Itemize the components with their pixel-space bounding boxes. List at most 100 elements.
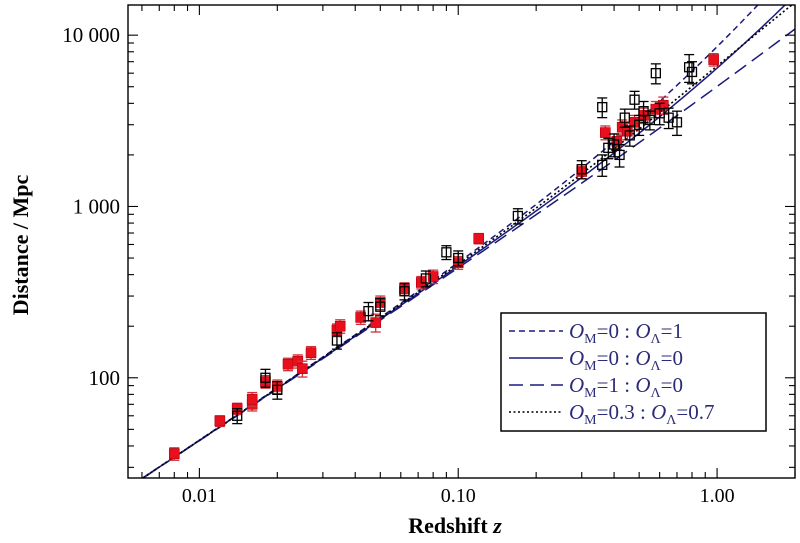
legend-label-4: OM=0.3 : OΛ=0.7	[569, 400, 714, 428]
low-z-point-15	[370, 313, 382, 333]
legend-label-2: OM=0 : OΛ=0	[569, 346, 683, 374]
legend-label-part: O	[651, 400, 666, 424]
low-z-point-19	[427, 269, 439, 285]
low-z-point-5	[246, 391, 258, 408]
legend-label-part: =0.7	[676, 400, 714, 424]
low-z-point-11	[305, 345, 317, 361]
high-z-point-6	[375, 297, 386, 317]
low-z-point-31	[708, 53, 719, 67]
marker	[370, 317, 382, 328]
low-z-point-21	[473, 232, 485, 245]
legend-label-3: OM=1 : OΛ=0	[569, 373, 683, 401]
high-z-point-23	[644, 110, 656, 131]
marker	[297, 363, 308, 374]
marker	[363, 305, 374, 317]
x-tick-label: 0.01	[182, 485, 217, 507]
legend-label-part: Λ	[650, 386, 661, 401]
high-z-point-12	[576, 160, 587, 180]
marker	[576, 164, 587, 175]
marker	[473, 233, 485, 244]
marker	[634, 119, 645, 130]
marker	[355, 312, 367, 323]
legend-label-part: O	[635, 346, 650, 370]
high-z-point-18	[619, 108, 630, 128]
high-z-point-4	[331, 332, 343, 350]
marker	[708, 54, 719, 65]
low-z-point-2	[214, 415, 226, 428]
marker	[614, 149, 625, 161]
high-z-point-7	[399, 282, 410, 301]
plot-frame	[127, 4, 796, 479]
legend-label-part: O	[635, 373, 650, 397]
legend-label-part: =0 :	[597, 319, 636, 343]
marker	[597, 102, 608, 113]
high-z-point-13	[597, 154, 608, 177]
marker	[671, 117, 683, 128]
marker	[246, 393, 258, 405]
marker	[334, 320, 346, 332]
high-z-point-2	[260, 368, 271, 388]
legend: OM=0 : OΛ=1OM=0 : OΛ=0OM=1 : OΛ=0OM=0.3 …	[500, 312, 767, 432]
x-axis-title: Redshift z	[408, 513, 502, 538]
marker	[260, 372, 271, 383]
high-z-point-20	[629, 90, 640, 110]
high-z-point-28	[683, 53, 695, 84]
marker	[331, 335, 343, 346]
legend-label-part: M	[584, 386, 597, 401]
y-tick-label: 10 000	[62, 23, 120, 47]
legend-label-part: =0.3 :	[597, 400, 651, 424]
high-z-point-17	[614, 143, 625, 168]
x-tick-label: 0.10	[441, 485, 476, 507]
high-z-point-27	[671, 110, 683, 137]
high-z-point-24	[650, 63, 661, 85]
marker	[305, 347, 317, 359]
marker	[453, 252, 464, 264]
high-z-point-10	[453, 250, 464, 267]
marker	[650, 68, 661, 79]
marker	[603, 142, 614, 153]
plot-clip-group	[141, 5, 795, 478]
legend-label-part: Λ	[666, 413, 677, 428]
plot-area	[141, 5, 795, 478]
y-tick-label: 1 000	[73, 194, 120, 218]
marker	[420, 273, 432, 284]
high-z-point-11	[512, 208, 524, 225]
marker	[232, 410, 243, 421]
marker	[600, 127, 611, 138]
low-z-point-1	[168, 447, 180, 461]
low-z-point-10	[297, 360, 308, 378]
marker	[427, 271, 439, 282]
y-axis-title: Distance / Mpc	[8, 175, 33, 316]
legend-label-part: =0	[661, 346, 683, 370]
marker	[282, 358, 294, 370]
marker	[686, 66, 698, 78]
high-z-point-15	[603, 137, 614, 160]
high-z-point-5	[363, 301, 374, 322]
marker	[658, 99, 669, 111]
x-axis-title-text: Redshift	[408, 513, 488, 538]
legend-label-1: OM=0 : OΛ=1	[569, 319, 683, 347]
marker	[441, 247, 452, 258]
high-z-point-8	[420, 270, 432, 288]
x-tick-label: 1.00	[700, 485, 735, 507]
marker	[168, 448, 180, 460]
x-axis-title-variable: z	[492, 513, 502, 538]
legend-label-part: =0 :	[597, 346, 636, 370]
marker	[629, 94, 640, 105]
legend-label-part: M	[584, 413, 597, 428]
legend-label-part: O	[569, 346, 584, 370]
marker	[399, 286, 410, 297]
high-z-point-25	[654, 102, 665, 126]
low-z-point-13	[334, 319, 346, 334]
marker	[644, 114, 656, 126]
y-tick-label: 100	[89, 366, 121, 390]
high-z-point-14	[597, 97, 608, 119]
marker	[512, 210, 524, 222]
legend-label-part: =1	[661, 319, 683, 343]
legend-label-part: O	[635, 319, 650, 343]
low-z-point-8	[282, 357, 294, 372]
legend-label-part: O	[569, 319, 584, 343]
legend-label-part: O	[569, 373, 584, 397]
marker	[272, 384, 283, 396]
